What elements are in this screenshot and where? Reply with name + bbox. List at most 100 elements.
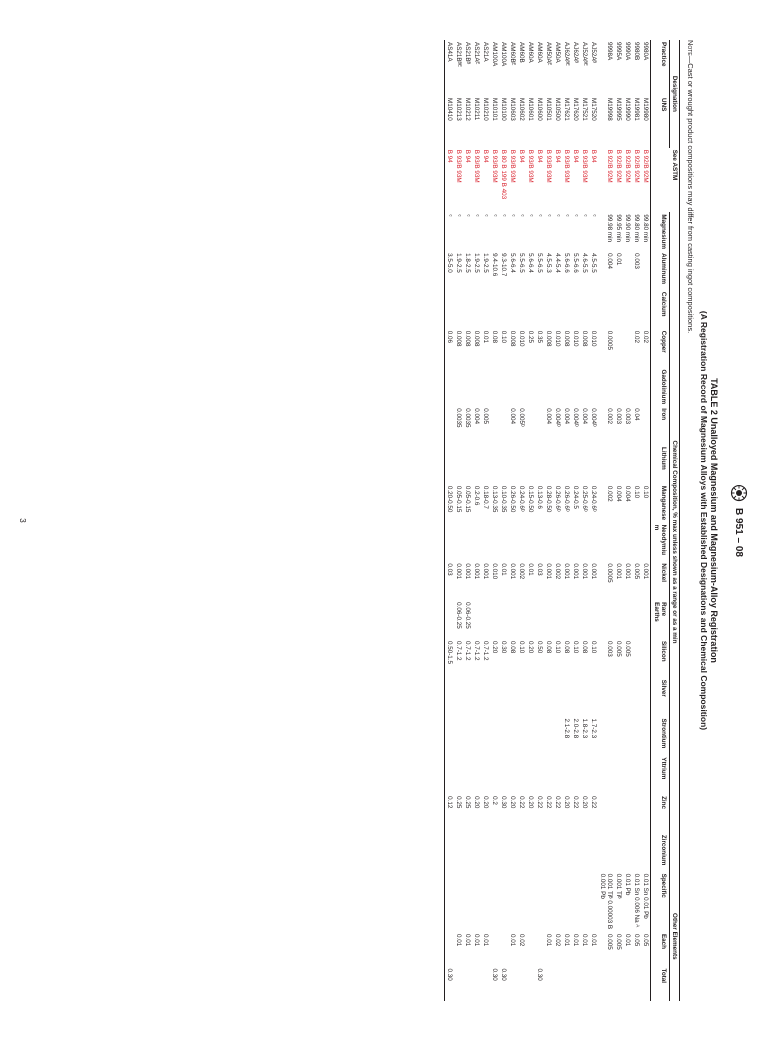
cell-sr <box>481 717 490 756</box>
cell-specific <box>499 872 508 932</box>
cell-ag <box>544 678 553 717</box>
hdr-fe: Iron <box>651 406 670 445</box>
hdr-ni: Nickel <box>651 561 670 600</box>
cell-specific <box>526 872 535 932</box>
cell-re <box>526 600 535 639</box>
cell-zr <box>571 833 580 872</box>
cell-mg: ᶜ <box>544 212 553 251</box>
cell-practice: AM60Bᴱ <box>508 40 517 96</box>
cell-ca <box>641 290 651 329</box>
cell-al: 9.3-10.7 <box>499 251 508 290</box>
cell-cu: 0.010 <box>517 329 526 368</box>
cell-total <box>526 966 535 1001</box>
cell-re <box>472 600 481 639</box>
cell-cu: 0.10 <box>499 329 508 368</box>
cell-gd <box>472 367 481 406</box>
hdr-designation: Designation <box>670 40 680 148</box>
cell-ca <box>580 290 589 329</box>
table-row: 9990AM19990B 92/B 92M99.90 min0.0030.004… <box>623 40 632 1001</box>
cell-ni: 0.001 <box>580 561 589 600</box>
cell-cu: 0.08 <box>490 329 499 368</box>
table-row: AS21AᴱM10211B 93/B 93Mᶜ1.9-2.50.0080.004… <box>472 40 481 1001</box>
cell-each <box>445 932 455 966</box>
cell-y <box>508 755 517 794</box>
cell-sr <box>472 717 481 756</box>
cell-fe: 0.0035 <box>463 406 472 445</box>
cell-si: 0.08 <box>508 639 517 678</box>
table-row: AM100AM10100B 80 B 199 B 403ᶜ9.3-10.70.1… <box>499 40 508 1001</box>
cell-nd <box>508 523 517 562</box>
cell-si: 0.10 <box>517 639 526 678</box>
cell-uns: M10410 <box>445 96 455 148</box>
cell-si: 0.7-1.2 <box>463 639 472 678</box>
cell-re <box>517 600 526 639</box>
cell-sr <box>499 717 508 756</box>
cell-specific: 0.001 Tiᴮ <box>614 872 623 932</box>
cell-practice: 9998A <box>598 40 614 96</box>
cell-gd <box>490 367 499 406</box>
cell-sr <box>463 717 472 756</box>
cell-total: 0.30 <box>445 966 455 1001</box>
cell-nd <box>598 523 614 562</box>
hdr-uns: UNS <box>651 96 670 148</box>
cell-li <box>553 445 562 484</box>
cell-fe: 0.005ᴰ <box>517 406 526 445</box>
cell-total <box>580 966 589 1001</box>
cell-specific: 0.01 Pb <box>623 872 632 932</box>
cell-y <box>481 755 490 794</box>
cell-ag <box>517 678 526 717</box>
page-content: B 951 – 08 TABLE 2 Unalloyed Magnesium a… <box>0 0 778 1041</box>
cell-practice: AS21Bᴮᴱ <box>454 40 463 96</box>
cell-astm: B 92/B 92M <box>623 148 632 213</box>
cell-ag <box>580 678 589 717</box>
cell-zr <box>562 833 571 872</box>
cell-sr: 1.8-2.3 <box>580 717 589 756</box>
cell-fe <box>499 406 508 445</box>
hdr-al: Aluminum <box>651 251 670 290</box>
cell-mn: 0.24-0.6ᴰ <box>517 484 526 523</box>
cell-astm: B 92/B 92M <box>614 148 623 213</box>
cell-nd <box>544 523 553 562</box>
cell-total <box>508 966 517 1001</box>
cell-total <box>553 966 562 1001</box>
cell-each: 0.01 <box>562 932 571 966</box>
cell-mn: 0.10 <box>632 484 641 523</box>
cell-fe <box>445 406 455 445</box>
cell-nd <box>454 523 463 562</box>
cell-cu: 0.008 <box>463 329 472 368</box>
table-row: 9995AM19995B 92/B 92M99.95 min0.010.0030… <box>614 40 623 1001</box>
cell-practice: AS21Aᴱ <box>472 40 481 96</box>
cell-y <box>589 755 598 794</box>
cell-re <box>589 600 598 639</box>
cell-uns: M17621 <box>562 96 571 148</box>
table-row: AJ62AᴮM17620B 94ᶜ5.5-6.60.0100.004ᴰ0.24-… <box>571 40 580 1001</box>
cell-ca <box>589 290 598 329</box>
cell-zn: 0.22 <box>571 794 580 833</box>
cell-ni: 0.001 <box>472 561 481 600</box>
cell-gd <box>589 367 598 406</box>
cell-zn <box>598 794 614 833</box>
cell-y <box>499 755 508 794</box>
cell-each <box>535 932 544 966</box>
cell-total: 0.30 <box>535 966 544 1001</box>
cell-y <box>598 755 614 794</box>
cell-zn: 0.22 <box>535 794 544 833</box>
cell-mg: ᶜ <box>517 212 526 251</box>
cell-mg: ᶜ <box>472 212 481 251</box>
cell-astm: B 93/B 93M <box>544 148 553 213</box>
table-row: AS21BᴮM10212B 94ᶜ1.8-2.50.0080.00350.05-… <box>463 40 472 1001</box>
cell-mn: 0.20-0.50 <box>445 484 455 523</box>
hdr-re: Rare Earths <box>651 600 670 639</box>
cell-mn: 0.18-0.7 <box>481 484 490 523</box>
cell-astm: B 92/B 92M <box>632 148 641 213</box>
cell-si: 0.005 <box>614 639 623 678</box>
cell-nd <box>614 523 623 562</box>
cell-each: 0.01 <box>580 932 589 966</box>
cell-uns: M19980 <box>641 96 651 148</box>
cell-li <box>598 445 614 484</box>
cell-uns: M17520 <box>589 96 598 148</box>
hdr-cu: Copper <box>651 329 670 368</box>
cell-ca <box>463 290 472 329</box>
cell-mn: 0.10-0.35 <box>499 484 508 523</box>
cell-si: 0.003 <box>598 639 614 678</box>
